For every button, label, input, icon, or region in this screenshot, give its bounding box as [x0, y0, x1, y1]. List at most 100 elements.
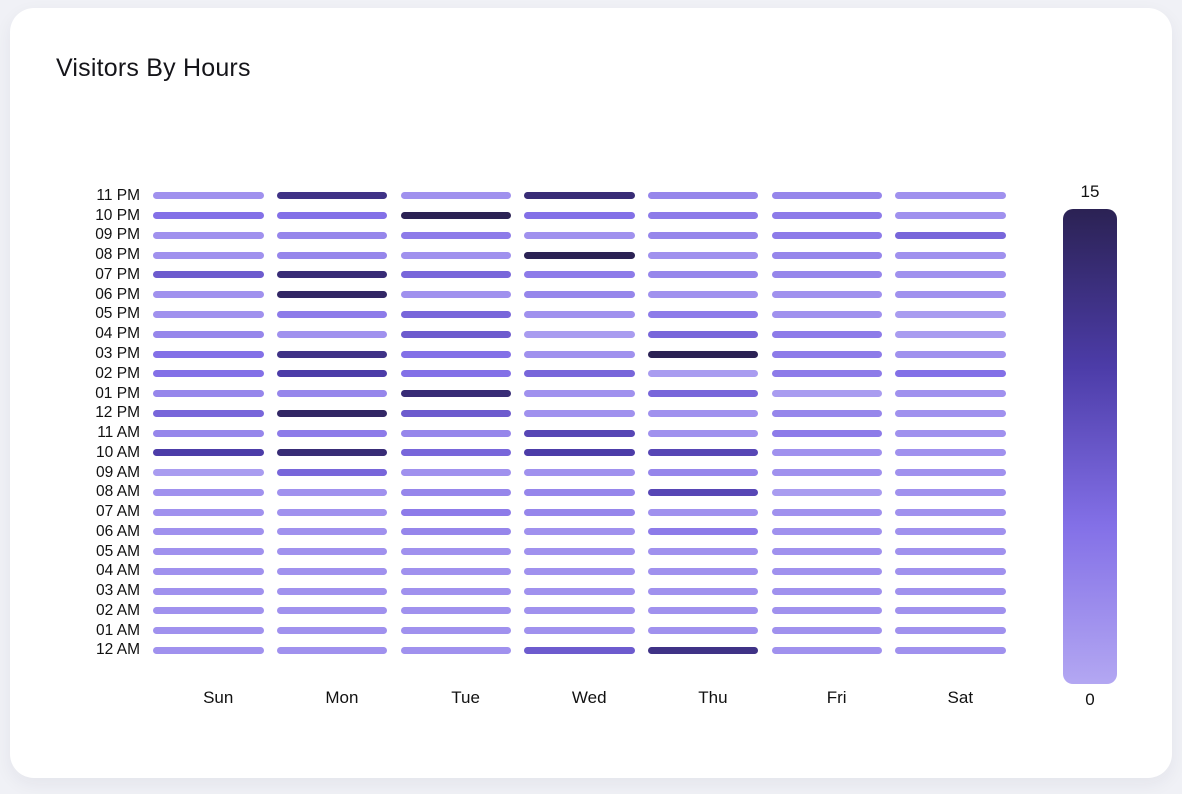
heatmap-cell[interactable] [771, 212, 883, 220]
heatmap-cell[interactable] [648, 231, 759, 239]
heatmap-cell[interactable] [648, 310, 759, 318]
heatmap-cell[interactable] [771, 251, 883, 259]
heatmap-cell[interactable] [400, 646, 512, 654]
heatmap-cell[interactable] [895, 310, 1006, 318]
heatmap-cell[interactable] [648, 449, 759, 457]
heatmap-cell[interactable] [153, 469, 264, 477]
heatmap-cell[interactable] [400, 469, 512, 477]
heatmap-cell[interactable] [276, 548, 388, 556]
heatmap-cell[interactable] [276, 627, 388, 635]
heatmap-cell[interactable] [648, 212, 759, 220]
heatmap-cell[interactable] [895, 330, 1006, 338]
heatmap-cell[interactable] [276, 330, 388, 338]
heatmap-cell[interactable] [895, 291, 1006, 299]
heatmap-cell[interactable] [895, 350, 1006, 358]
heatmap-cell[interactable] [400, 271, 512, 279]
heatmap-cell[interactable] [400, 330, 512, 338]
heatmap-cell[interactable] [648, 390, 759, 398]
heatmap-cell[interactable] [276, 567, 388, 575]
heatmap-cell[interactable] [524, 192, 635, 200]
heatmap-cell[interactable] [153, 251, 264, 259]
heatmap-cell[interactable] [153, 271, 264, 279]
heatmap-cell[interactable] [400, 310, 512, 318]
heatmap-cell[interactable] [400, 607, 512, 615]
heatmap-cell[interactable] [153, 330, 264, 338]
heatmap-cell[interactable] [276, 488, 388, 496]
heatmap-cell[interactable] [895, 212, 1006, 220]
heatmap-cell[interactable] [400, 567, 512, 575]
heatmap-cell[interactable] [524, 548, 635, 556]
heatmap-cell[interactable] [276, 508, 388, 516]
heatmap-cell[interactable] [524, 469, 635, 477]
heatmap-cell[interactable] [771, 469, 883, 477]
heatmap-cell[interactable] [524, 587, 635, 595]
heatmap-cell[interactable] [400, 528, 512, 536]
heatmap-cell[interactable] [771, 350, 883, 358]
heatmap-cell[interactable] [524, 488, 635, 496]
heatmap-cell[interactable] [771, 271, 883, 279]
heatmap-cell[interactable] [771, 390, 883, 398]
heatmap-cell[interactable] [895, 627, 1006, 635]
heatmap-cell[interactable] [648, 271, 759, 279]
heatmap-cell[interactable] [400, 350, 512, 358]
heatmap-cell[interactable] [400, 587, 512, 595]
heatmap-cell[interactable] [400, 231, 512, 239]
heatmap-cell[interactable] [648, 409, 759, 417]
heatmap-cell[interactable] [524, 330, 635, 338]
heatmap-cell[interactable] [771, 567, 883, 575]
heatmap-cell[interactable] [895, 548, 1006, 556]
heatmap-cell[interactable] [276, 587, 388, 595]
heatmap-cell[interactable] [276, 370, 388, 378]
heatmap-cell[interactable] [153, 409, 264, 417]
heatmap-cell[interactable] [276, 607, 388, 615]
heatmap-cell[interactable] [276, 390, 388, 398]
heatmap-cell[interactable] [524, 310, 635, 318]
heatmap-cell[interactable] [771, 508, 883, 516]
heatmap-cell[interactable] [771, 409, 883, 417]
heatmap-cell[interactable] [895, 429, 1006, 437]
heatmap-cell[interactable] [276, 409, 388, 417]
heatmap-cell[interactable] [524, 528, 635, 536]
heatmap-cell[interactable] [648, 251, 759, 259]
heatmap-cell[interactable] [524, 271, 635, 279]
heatmap-cell[interactable] [895, 192, 1006, 200]
heatmap-cell[interactable] [276, 350, 388, 358]
heatmap-cell[interactable] [648, 330, 759, 338]
heatmap-cell[interactable] [276, 429, 388, 437]
heatmap-cell[interactable] [276, 251, 388, 259]
heatmap-cell[interactable] [524, 409, 635, 417]
heatmap-cell[interactable] [524, 212, 635, 220]
heatmap-cell[interactable] [524, 627, 635, 635]
heatmap-cell[interactable] [895, 488, 1006, 496]
heatmap-cell[interactable] [276, 231, 388, 239]
heatmap-cell[interactable] [524, 370, 635, 378]
heatmap-cell[interactable] [400, 429, 512, 437]
heatmap-cell[interactable] [648, 646, 759, 654]
heatmap-cell[interactable] [153, 310, 264, 318]
heatmap-cell[interactable] [153, 646, 264, 654]
heatmap-cell[interactable] [153, 488, 264, 496]
heatmap-cell[interactable] [400, 390, 512, 398]
heatmap-cell[interactable] [771, 528, 883, 536]
heatmap-cell[interactable] [648, 350, 759, 358]
heatmap-cell[interactable] [648, 528, 759, 536]
heatmap-cell[interactable] [524, 231, 635, 239]
heatmap-cell[interactable] [276, 310, 388, 318]
heatmap-cell[interactable] [276, 646, 388, 654]
heatmap-cell[interactable] [400, 291, 512, 299]
heatmap-cell[interactable] [153, 429, 264, 437]
heatmap-cell[interactable] [648, 567, 759, 575]
heatmap-cell[interactable] [771, 291, 883, 299]
heatmap-cell[interactable] [524, 350, 635, 358]
heatmap-cell[interactable] [276, 271, 388, 279]
heatmap-cell[interactable] [648, 291, 759, 299]
heatmap-cell[interactable] [524, 567, 635, 575]
heatmap-cell[interactable] [771, 231, 883, 239]
heatmap-cell[interactable] [771, 587, 883, 595]
heatmap-cell[interactable] [400, 212, 512, 220]
heatmap-cell[interactable] [400, 449, 512, 457]
heatmap-cell[interactable] [524, 607, 635, 615]
heatmap-cell[interactable] [524, 390, 635, 398]
heatmap-cell[interactable] [771, 488, 883, 496]
heatmap-cell[interactable] [895, 587, 1006, 595]
